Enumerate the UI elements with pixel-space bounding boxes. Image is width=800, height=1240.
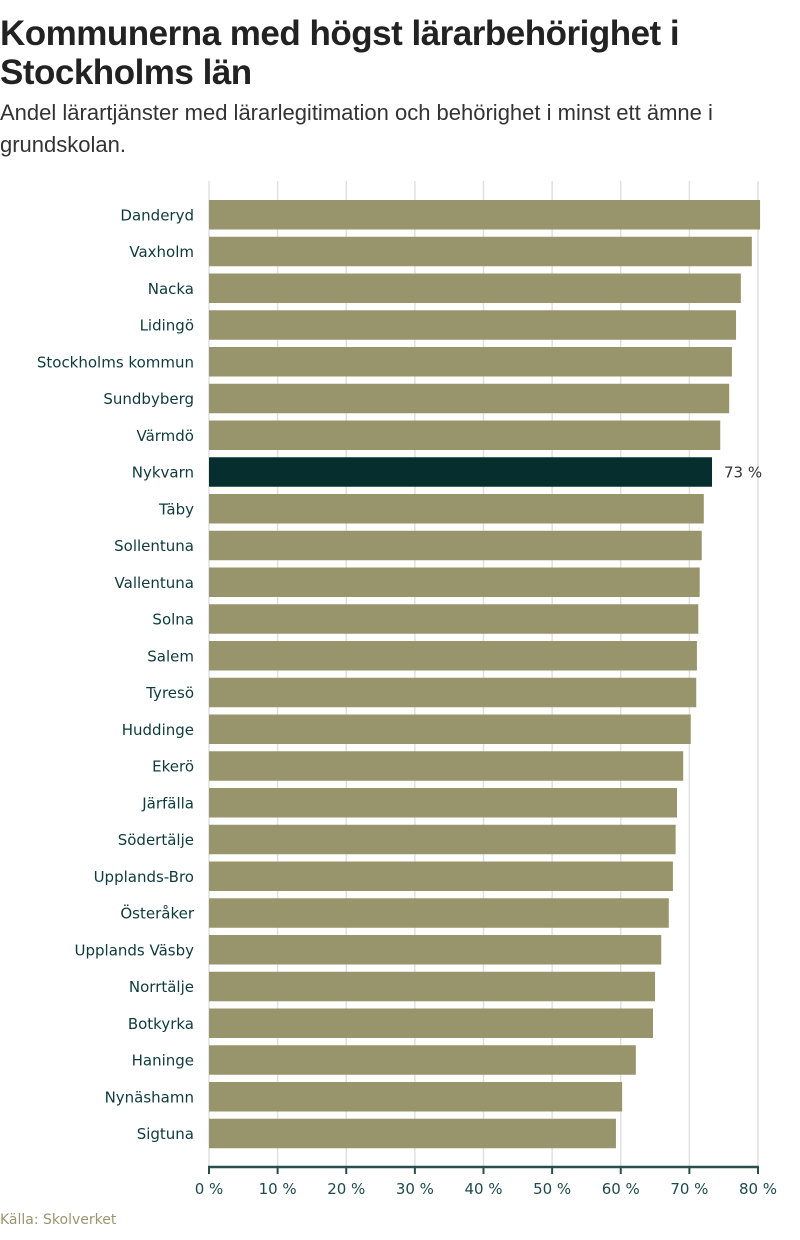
tick-label: 80 % [739, 1180, 777, 1198]
category-label: Nykvarn [132, 464, 194, 482]
category-label: Nynäshamn [105, 1088, 194, 1106]
bar[interactable] [209, 1118, 616, 1149]
bar[interactable] [209, 1045, 636, 1075]
category-label: Lidingö [140, 317, 194, 335]
category-labels: Danderyd Vaxholm Nacka Lidingö Stockholms ko… [37, 206, 195, 1143]
bar[interactable] [209, 273, 741, 304]
bar[interactable] [209, 383, 730, 414]
tick-label: 20 % [327, 1180, 365, 1198]
bar[interactable] [209, 494, 704, 524]
chart-subtitle: Andel lärartjänster med lärarlegitimatio… [0, 100, 713, 157]
category-label: Sollentuna [114, 537, 194, 555]
category-label: Salem [147, 647, 194, 665]
category-label: Sigtuna [137, 1125, 194, 1143]
category-label: Järfälla [141, 794, 194, 812]
bar[interactable] [209, 641, 697, 671]
category-label: Stockholms kommun [37, 353, 194, 371]
bar[interactable] [209, 935, 662, 965]
source-note: Källa: Skolverket [0, 1212, 117, 1228]
category-label: Vaxholm [129, 243, 194, 261]
chart-title: Kommunerna med högst lärarbehörighet i S… [0, 14, 680, 92]
bar[interactable] [209, 236, 752, 267]
tick-label: 30 % [396, 1180, 434, 1198]
category-label: Danderyd [120, 206, 194, 224]
bar[interactable] [209, 604, 699, 634]
category-label: Huddinge [122, 721, 194, 739]
bar[interactable] [209, 971, 656, 1002]
bar[interactable] [209, 347, 732, 377]
bar[interactable] [209, 751, 684, 781]
bar[interactable] [209, 530, 702, 561]
bar[interactable] [209, 1082, 623, 1112]
category-label: Haninge [132, 1052, 194, 1070]
category-label: Sundbyberg [103, 390, 194, 408]
gridlines [208, 181, 759, 1167]
bar[interactable] [209, 200, 761, 230]
bars [209, 200, 761, 1149]
tick-label: 60 % [602, 1180, 640, 1198]
bar[interactable] [209, 788, 678, 818]
bar[interactable] [209, 861, 673, 892]
category-label: Vallentuna [115, 574, 194, 592]
x-axis: 0 % 10 % 20 % 30 % 40 % 50 % 60 % 70 % 80 % [195, 1165, 777, 1198]
category-label: Nacka [148, 280, 194, 298]
category-label: Upplands-Bro [94, 868, 194, 886]
category-label: Värmdö [136, 427, 194, 445]
tick-label: 70 % [670, 1180, 708, 1198]
tick-label: 50 % [533, 1180, 571, 1198]
category-label: Upplands Väsby [75, 941, 195, 959]
category-label: Österåker [120, 904, 194, 923]
category-label: Täby [158, 500, 194, 518]
tick-label: 40 % [464, 1180, 502, 1198]
bar[interactable] [209, 824, 676, 855]
bar[interactable] [209, 1008, 654, 1039]
bar[interactable] [209, 898, 669, 928]
category-label: Botkyrka [128, 1015, 194, 1033]
tick-label: 10 % [259, 1180, 297, 1198]
category-label: Norrtälje [129, 978, 194, 996]
tick-label: 0 % [195, 1180, 224, 1198]
bar[interactable] [209, 420, 721, 451]
value-label: 73 % [724, 464, 762, 482]
bar[interactable] [209, 677, 697, 708]
category-label: Tyresö [145, 684, 194, 702]
category-label: Södertälje [118, 831, 194, 849]
bar-chart: Danderyd Vaxholm Nacka Lidingö Stockholms ko… [37, 181, 777, 1198]
bar[interactable] [209, 457, 713, 487]
category-label: Solna [152, 611, 194, 629]
category-label: Ekerö [152, 758, 194, 776]
bar[interactable] [209, 714, 691, 745]
value-labels: 73 % [724, 464, 762, 482]
bar[interactable] [209, 567, 700, 598]
bar[interactable] [209, 310, 737, 340]
